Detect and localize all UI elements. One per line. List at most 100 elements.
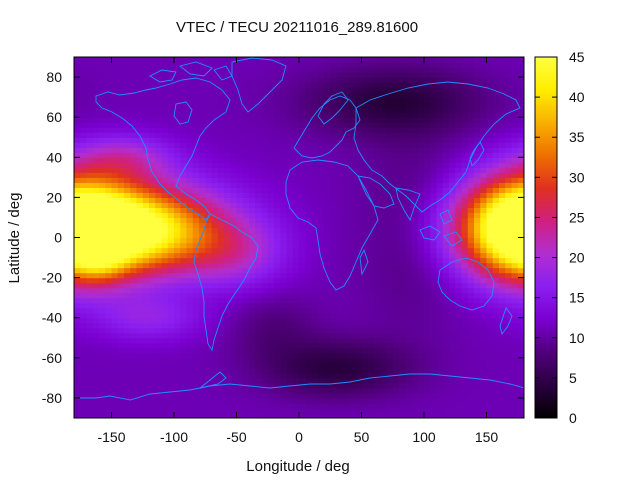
heatmap-cell [267,212,275,219]
heatmap-cell [330,297,338,304]
heatmap-cell [255,137,263,143]
heatmap-cell [292,237,300,244]
heatmap-cell [255,142,263,148]
heatmap-cell [436,397,444,404]
heatmap-cell [224,267,231,274]
heatmap-cell [474,72,481,78]
heatmap-cell [299,122,306,128]
heatmap-cell [317,412,325,418]
heatmap-cell [480,152,488,158]
heatmap-cell [461,117,469,123]
heatmap-cell [111,317,119,324]
heatmap-cell [505,302,513,309]
heatmap-cell [461,337,469,344]
heatmap-cell [249,317,256,324]
heatmap-cell [317,82,325,88]
heatmap-cell [174,257,181,264]
heatmap-cell [86,107,94,113]
heatmap-cell [342,262,350,269]
heatmap-cell [174,412,181,418]
heatmap-cell [311,232,319,239]
heatmap-cell [405,242,413,249]
heatmap-cell [442,352,450,359]
heatmap-cell [442,247,450,254]
heatmap-cell [192,77,200,83]
heatmap-cell [411,317,419,324]
heatmap-cell [274,262,281,269]
heatmap-cell [361,312,369,319]
heatmap-cell [430,187,438,193]
heatmap-cell [205,347,213,354]
heatmap-cell [167,222,175,229]
heatmap-cell [299,387,306,394]
heatmap-cell [74,372,81,379]
heatmap-cell [217,157,225,163]
heatmap-cell [149,382,156,389]
heatmap-cell [392,412,400,418]
heatmap-cell [242,177,250,183]
heatmap-cell [124,82,131,88]
heatmap-cell [505,317,513,324]
heatmap-cell [342,342,350,349]
heatmap-cell [499,122,506,128]
heatmap-cell [492,342,500,349]
heatmap-cell [242,352,250,359]
heatmap-cell [130,77,138,83]
heatmap-cell [349,107,356,113]
heatmap-cell [180,327,188,334]
heatmap-cell [474,267,481,274]
heatmap-cell [324,122,331,128]
heatmap-cell [111,342,119,349]
heatmap-cell [480,277,488,284]
heatmap-cell [374,197,381,203]
heatmap-cell [367,107,375,113]
heatmap-cell [167,207,175,214]
heatmap-cell [99,82,106,88]
heatmap-cell [267,327,275,334]
heatmap-cell [380,137,388,143]
heatmap-cell [111,117,119,123]
heatmap-cell [261,262,269,269]
heatmap-cell [167,127,175,133]
heatmap-cell [286,142,294,148]
heatmap-cell [86,227,94,234]
heatmap-cell [417,232,425,239]
heatmap-cell [111,337,119,344]
heatmap-cell [174,392,181,399]
heatmap-cell [317,77,325,83]
heatmap-cell [342,392,350,399]
heatmap-cell [480,322,488,329]
heatmap-cell [149,187,156,193]
heatmap-cell [336,262,344,269]
heatmap-cell [374,282,381,289]
heatmap-cell [330,157,338,163]
heatmap-cell [199,377,206,384]
heatmap-cell [267,177,275,183]
heatmap-cell [217,197,225,203]
heatmap-cell [105,202,113,209]
heatmap-cell [299,242,306,249]
heatmap-cell [436,317,444,324]
heatmap-cell [336,67,344,73]
heatmap-cell [486,77,494,83]
heatmap-cell [430,247,438,254]
heatmap-cell [380,372,388,379]
heatmap-cell [374,122,381,128]
heatmap-cell [492,172,500,178]
heatmap-cell [467,302,475,309]
heatmap-cell [380,197,388,203]
heatmap-cell [399,352,406,359]
heatmap-cell [180,82,188,88]
heatmap-cell [242,122,250,128]
heatmap-cell [105,57,113,63]
heatmap-cell [336,292,344,299]
heatmap-cell [442,267,450,274]
heatmap-cell [411,357,419,364]
heatmap-cell [442,302,450,309]
heatmap-cell [467,167,475,173]
heatmap-cell [74,267,81,274]
heatmap-cell [261,312,269,319]
heatmap-cell [392,357,400,364]
heatmap-cell [286,77,294,83]
heatmap-cell [130,182,138,188]
